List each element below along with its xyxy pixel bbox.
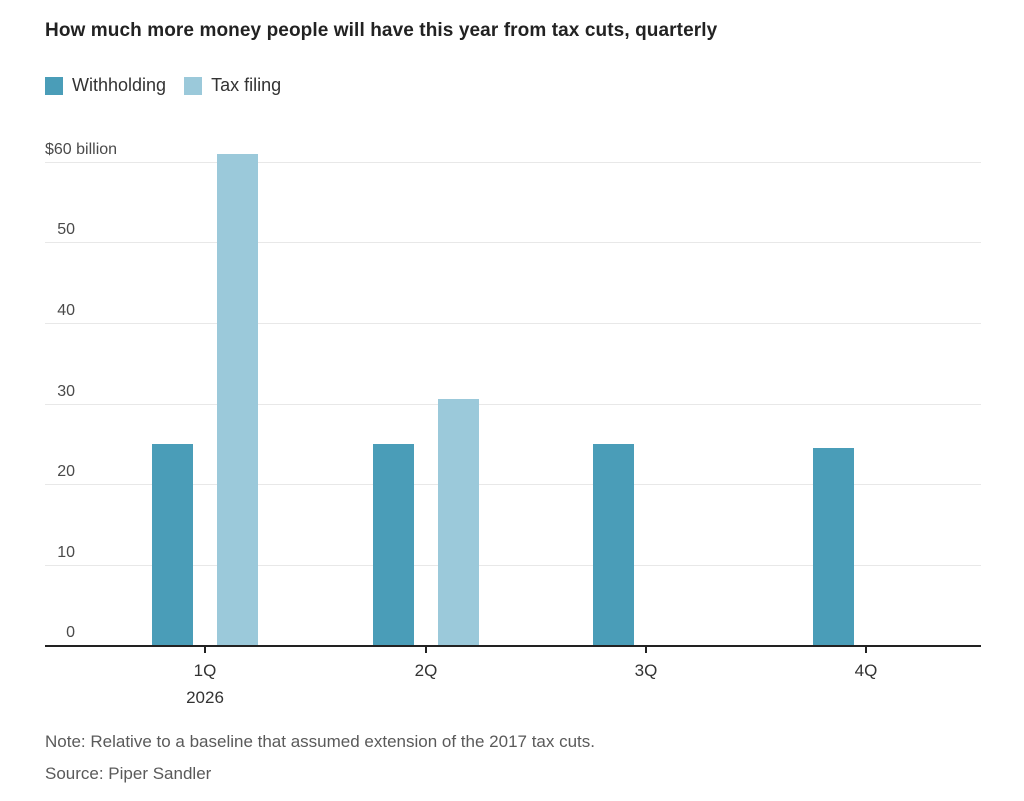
x-axis-line <box>45 645 981 647</box>
x-axis-tick-2q <box>425 647 427 653</box>
legend-item-tax-filing: Tax filing <box>184 75 281 96</box>
bar-withholding-1q <box>152 444 193 645</box>
legend-item-withholding: Withholding <box>45 75 166 96</box>
legend-label-tax-filing: Tax filing <box>211 75 282 95</box>
bar-withholding-4q <box>813 448 854 645</box>
gridline-30 <box>45 404 981 405</box>
y-axis-label-30: 30 <box>57 383 75 400</box>
y-axis-label-60: $60 billion <box>45 141 118 158</box>
gridline-40 <box>45 323 981 324</box>
y-axis-label-50: 50 <box>57 221 75 238</box>
x-axis-tick-3q <box>645 647 647 653</box>
y-axis-label-40: 40 <box>57 302 75 319</box>
legend-swatch-withholding <box>45 76 63 95</box>
legend-swatch-tax-filing <box>184 76 203 95</box>
footnotes: Note: Relative to a baseline that assume… <box>45 726 595 790</box>
bar-tax-filing-2q <box>438 399 479 645</box>
y-axis-label-0: 0 <box>66 624 75 641</box>
gridline-60 <box>45 162 981 163</box>
legend-label-withholding: Withholding <box>72 75 167 95</box>
source-text: Source: Piper Sandler <box>45 764 212 783</box>
x-axis-tick-4q <box>865 647 867 653</box>
bar-withholding-3q <box>593 444 634 645</box>
note-text: Note: Relative to a baseline that assume… <box>45 732 596 751</box>
x-axis-label-2q: 2Q <box>414 661 438 680</box>
legend: Withholding Tax filing <box>45 75 281 96</box>
y-axis-label-20: 20 <box>57 463 75 480</box>
x-axis-sublabel-2026: 2026 <box>186 688 224 707</box>
gridline-10 <box>45 565 981 566</box>
x-axis-label-1q: 1Q <box>193 661 217 680</box>
x-axis-tick-1q <box>204 647 206 653</box>
x-axis-label-3q: 3Q <box>634 661 658 680</box>
bar-tax-filing-1q <box>217 154 258 645</box>
bar-withholding-2q <box>373 444 414 645</box>
gridline-20 <box>45 484 981 485</box>
x-axis-label-4q: 4Q <box>854 661 878 680</box>
chart-title: How much more money people will have thi… <box>45 20 718 41</box>
gridline-50 <box>45 242 981 243</box>
y-axis-label-10: 10 <box>57 544 75 561</box>
